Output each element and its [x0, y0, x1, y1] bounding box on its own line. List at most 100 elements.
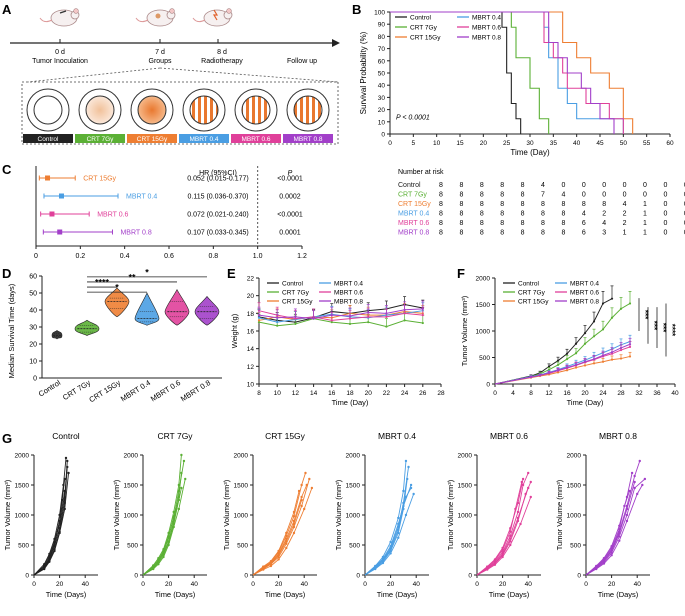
individual-curve: [585, 460, 641, 576]
risk-cell: 1: [643, 230, 647, 237]
data-point: [177, 507, 181, 511]
arrow-icon: [332, 39, 340, 47]
risk-cell: 8: [500, 220, 504, 227]
data-point: [330, 319, 333, 322]
y-axis-title: Tumor Volume (mm³): [446, 479, 455, 550]
risk-cell: 0: [663, 230, 667, 237]
data-point: [619, 348, 623, 352]
timeline-event-2: Radiotherapy: [201, 58, 243, 65]
risk-cell: 0: [623, 192, 627, 199]
risk-cell: 0: [684, 192, 685, 199]
legend-label-control: Control: [518, 281, 540, 288]
data-point: [610, 351, 614, 354]
data-point: [592, 362, 596, 365]
data-point: [66, 465, 69, 469]
violin-crt-7gy: [74, 319, 100, 336]
data-point: [412, 492, 415, 496]
data-point: [407, 465, 410, 469]
legend-label-mbrt-0-6: MBRT 0.6: [570, 290, 599, 297]
p-value-crt-15gy: <0.0001: [277, 176, 303, 183]
x-axis-title: Time (Days): [46, 590, 87, 599]
y-tick-label: 2000: [346, 453, 361, 460]
data-point: [409, 486, 413, 490]
x-tick-label: 24: [599, 390, 607, 397]
forest-label-mbrt-0-6: MBRT 0.6: [97, 212, 128, 219]
data-point: [486, 568, 489, 571]
small-multiple-crt-15gy: CRT 15Gy 0 500 1000 1500 2000 0 20 40 Time (Days)…: [222, 431, 317, 599]
risk-cell: 0: [684, 220, 685, 227]
risk-cell: 8: [541, 201, 545, 208]
risk-cell: 4: [541, 182, 545, 189]
dish-inner-control: [33, 95, 63, 125]
survival-curve-mbrt-0-8: [390, 11, 615, 134]
data-point: [421, 307, 424, 311]
data-point: [292, 522, 296, 526]
hr-point-crt-15gy: [45, 175, 51, 181]
y-tick-label: 1000: [15, 513, 30, 520]
data-point: [583, 332, 587, 335]
data-point: [623, 504, 626, 508]
data-point: [583, 360, 587, 363]
x-tick-label: 40: [191, 581, 199, 588]
group-label-bg-mbrt-0-6: [231, 134, 281, 143]
x-tick-label: 32: [635, 390, 643, 397]
risk-cell: 8: [439, 220, 443, 227]
x-tick-label: 0.2: [75, 253, 85, 260]
data-point: [618, 528, 621, 531]
data-point: [610, 554, 613, 557]
x-tick-label: 0.6: [164, 253, 174, 260]
data-point: [601, 360, 605, 363]
data-point: [602, 558, 606, 561]
data-point: [180, 486, 183, 490]
data-point: [385, 312, 388, 315]
risk-cell: 4: [561, 192, 565, 199]
data-point: [300, 504, 303, 508]
y-tick-label: 2000: [15, 453, 30, 460]
y-tick-label: 500: [479, 355, 490, 362]
x-tick-label: 0: [251, 581, 255, 588]
violin-mbrt-0-4: [134, 292, 160, 326]
significance-label: *: [115, 283, 119, 293]
group-label-mbrt-0-4: MBRT 0.4: [189, 136, 218, 143]
data-point: [574, 366, 578, 369]
data-point: [625, 507, 629, 511]
timeline-day-1: 7 d: [155, 49, 165, 56]
legend-label-crt-15gy: CRT 15Gy: [282, 299, 313, 306]
significance-label: ***: [659, 323, 668, 333]
risk-cell: 8: [500, 182, 504, 189]
x-tick-label: 16: [328, 390, 336, 397]
data-point: [519, 522, 522, 526]
panel-c-forest-plot: C HR (95%CI) P 0 0.2 0.4 0.6 0.8 1.0 1.2 CRT 15…: [2, 162, 685, 260]
data-point: [277, 551, 280, 554]
x-tick-label: 20: [581, 390, 589, 397]
y-tick-label: 80: [378, 34, 386, 41]
data-point: [58, 522, 61, 525]
group-label-mbrt-0-6: MBRT 0.6: [241, 136, 270, 143]
y-tick-label: 1500: [124, 483, 139, 490]
data-point: [300, 498, 303, 502]
data-point: [58, 513, 61, 517]
risk-cell: 8: [439, 211, 443, 218]
legend-label-mbrt-0-4: MBRT 0.4: [570, 281, 599, 288]
data-point: [182, 459, 186, 463]
data-point: [285, 534, 288, 538]
risk-cell: 0: [602, 182, 606, 189]
risk-cell: 0: [684, 201, 685, 208]
x-tick-label: 20: [275, 581, 283, 588]
risk-table-title: Number at risk: [398, 169, 444, 176]
p-header: P: [288, 170, 293, 177]
small-multiple-crt-7gy: CRT 7Gy 0 500 1000 1500 2000 0 20 40 Time (Days) T…: [112, 431, 207, 599]
data-point: [43, 567, 46, 570]
risk-cell: 8: [439, 201, 443, 208]
y-tick-label: 20: [247, 293, 255, 300]
x-tick-label: 40: [634, 581, 642, 588]
data-point: [294, 315, 297, 318]
x-tick-label: 28: [437, 390, 445, 397]
legend-label-crt-15gy: CRT 15Gy: [518, 299, 549, 306]
data-point: [285, 546, 288, 550]
individual-curve: [585, 484, 643, 576]
dish-inner-mbrt-0-8: [293, 95, 323, 125]
x-tick-label: 15: [456, 140, 464, 147]
x-tick-label: 22: [383, 390, 391, 397]
individual-curve: [476, 481, 532, 576]
